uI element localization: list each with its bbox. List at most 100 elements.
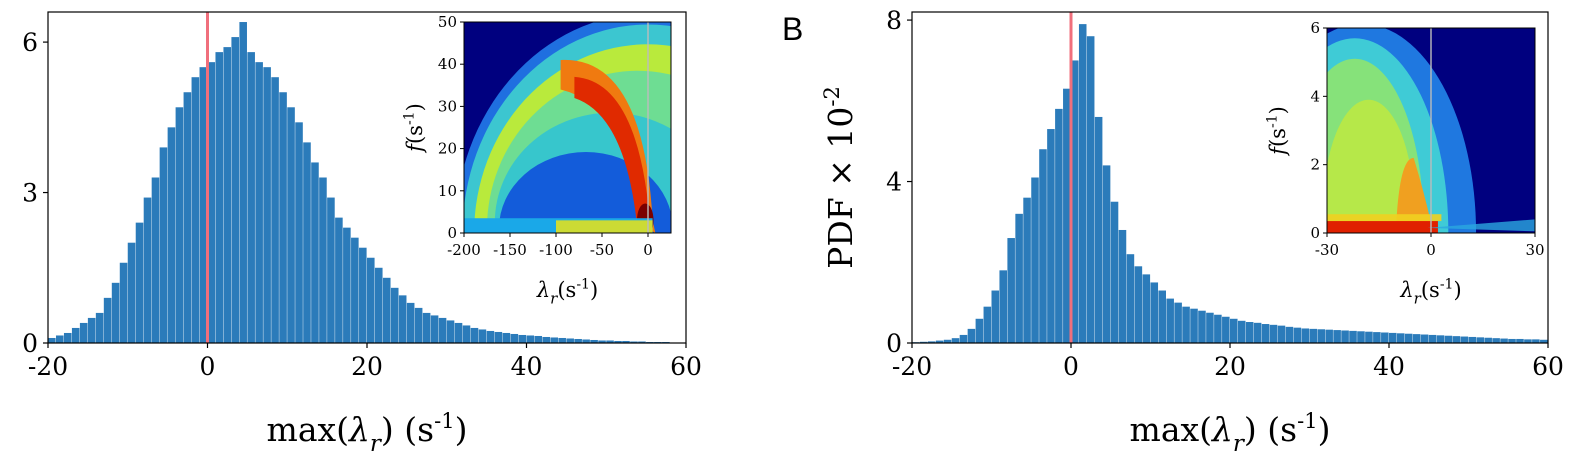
histogram-bar [638, 341, 646, 343]
y-tick-label: 4 [886, 168, 902, 197]
histogram-bar [943, 339, 952, 343]
histogram-bar [462, 325, 471, 343]
histogram-bar [1063, 88, 1071, 343]
histogram-bar [103, 297, 112, 343]
histogram-bar [1396, 333, 1405, 343]
histogram-bars [912, 24, 1548, 344]
histogram-bar [1285, 326, 1294, 343]
histogram-bar [630, 341, 638, 343]
histogram-bar [335, 217, 343, 343]
histogram-bar [1325, 329, 1333, 343]
histogram-bar [1452, 336, 1461, 343]
x-tick-label: 40 [1373, 352, 1405, 381]
histogram-bar [1230, 318, 1238, 343]
x-tick-label: -20 [892, 352, 932, 381]
histogram-bar [1253, 322, 1262, 343]
inset-y-tick-label: 40 [438, 55, 457, 73]
histogram-bar [79, 322, 88, 343]
histogram-bar [191, 77, 200, 343]
histogram-bar [398, 295, 407, 343]
histogram-bar [1086, 36, 1095, 343]
histogram-bar [919, 341, 928, 343]
y-tick-label: 0 [22, 329, 38, 358]
x-tick-label: 40 [511, 352, 543, 381]
histogram-bar [1428, 334, 1437, 343]
inset-y-tick-label: 6 [1310, 19, 1320, 37]
histogram-bar [1190, 308, 1198, 343]
histogram-bar [406, 302, 415, 343]
histogram-bar [1404, 333, 1413, 343]
inset-y-tick-label: 4 [1310, 87, 1320, 105]
inset-y-tick-label: 10 [438, 182, 457, 200]
histogram-bar [999, 270, 1007, 343]
histogram-bar [367, 257, 375, 343]
histogram-bar [967, 328, 976, 343]
histogram-bar [1206, 312, 1214, 343]
histogram-bar [1309, 328, 1318, 343]
histogram-bar [478, 329, 487, 343]
y-axis-label: PDF × 10-2 [820, 86, 860, 269]
histogram-bar [1142, 274, 1151, 343]
histogram-bar [111, 282, 120, 343]
y-tick-label: 3 [22, 179, 38, 208]
histogram-bar [510, 333, 519, 343]
histogram-bar [1460, 336, 1469, 343]
histogram-bar [1174, 302, 1182, 343]
histogram-bar [351, 237, 359, 343]
histogram-bar [231, 37, 239, 343]
x-tick-label: -20 [28, 352, 68, 381]
histogram-bar [223, 47, 232, 344]
inset-x-tick-label: -100 [539, 241, 573, 259]
inset-x-tick-label: -50 [590, 241, 614, 259]
histogram-bar [183, 92, 192, 344]
histogram-bar [486, 330, 495, 343]
histogram-bars [48, 22, 686, 344]
histogram-bar [1023, 197, 1031, 343]
histogram-bar [1126, 254, 1135, 343]
histogram-bar [582, 339, 590, 343]
histogram-bar [606, 340, 614, 343]
histogram-bar [446, 320, 455, 343]
histogram-bar [558, 337, 566, 343]
histogram-bar [359, 247, 367, 343]
inset-y-tick-label: 50 [438, 13, 457, 31]
histogram-bar [566, 338, 574, 343]
heatmap-band [556, 220, 653, 233]
inset-y-tick-label: 30 [438, 97, 457, 115]
histogram-bar [1341, 330, 1349, 343]
inset-x-tick-label: -150 [493, 241, 527, 259]
histogram-bar [502, 332, 511, 343]
histogram-bar [215, 52, 224, 344]
heatmap-band [1427, 219, 1535, 232]
x-tick-label: 60 [1532, 352, 1564, 381]
histogram-bar [1245, 322, 1254, 343]
histogram-bar [430, 315, 439, 343]
inset-x-tick-label: -30 [1315, 241, 1339, 259]
histogram-bar [1031, 177, 1039, 343]
histogram-bar [1412, 334, 1421, 343]
histogram-bar [1150, 282, 1159, 343]
histogram-bar [382, 277, 391, 343]
histogram-bar [1436, 335, 1445, 343]
histogram-bar [959, 334, 968, 343]
inset-y-tick-label: 0 [1310, 224, 1320, 242]
histogram-bar [1381, 332, 1389, 343]
heatmap [1327, 28, 1535, 233]
inset-frame [463, 21, 672, 234]
histogram-bar [207, 62, 216, 344]
histogram-bar [239, 22, 247, 344]
histogram-bar [1118, 229, 1127, 343]
histogram-bar [287, 107, 295, 343]
histogram-bar [95, 312, 104, 343]
histogram-bar [151, 177, 160, 343]
y-tick-label: 0 [886, 329, 902, 358]
heatmap-ridge [1396, 157, 1431, 223]
inset-x-tick-label: -200 [447, 241, 481, 259]
heatmap-region [1327, 99, 1415, 233]
histogram-bar [319, 177, 327, 343]
heatmap-band [1327, 221, 1438, 233]
histogram-bar [1508, 338, 1516, 343]
x-axis-label: max(λr) (s-1) [267, 409, 468, 457]
histogram-bar [1110, 201, 1119, 343]
